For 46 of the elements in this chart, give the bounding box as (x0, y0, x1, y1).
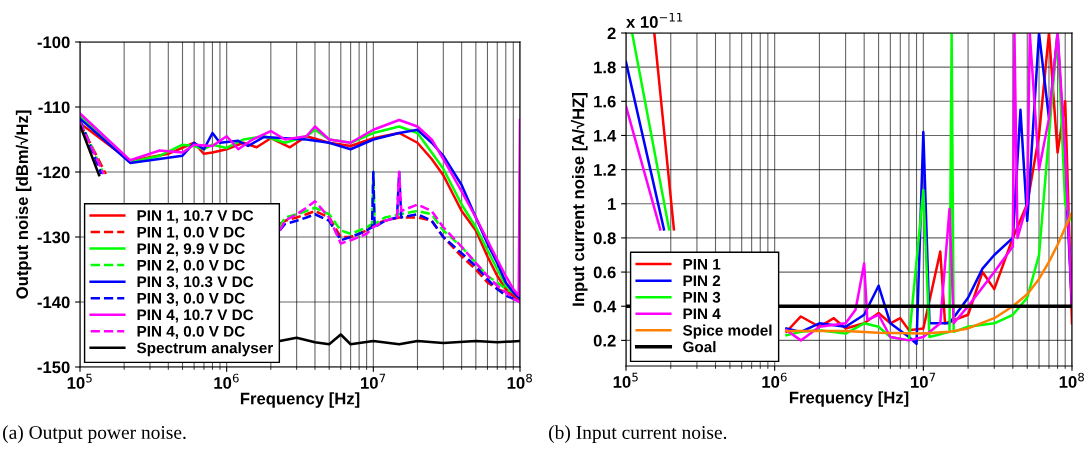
y-tick-label: -130 (37, 231, 70, 244)
y-tick-label: 1 (608, 198, 616, 210)
legend-label: PIN 2, 9.9 V DC (137, 243, 245, 257)
text: x 10$^{−11}$ (626, 12, 683, 28)
y-tick-label: -100 (37, 36, 70, 49)
y-tick-label: 1.2 (594, 164, 616, 176)
y-tick-label: 2 (607, 27, 616, 40)
legend-label: PIN 1 (683, 258, 721, 270)
y-tick-label: -140 (37, 296, 70, 309)
y-axis-title: Input current noise [A/√HZ] (570, 93, 588, 306)
legend-label: PIN 4, 10.7 V DC (137, 309, 254, 323)
x-tick-label: 10$^{7}$ (911, 372, 936, 388)
text: (a) Output power noise. (3, 425, 186, 443)
y-tick-label: 1.4 (594, 130, 617, 142)
legend-label: PIN 2 (683, 275, 721, 286)
legend-label: PIN 2, 0.0 V DC (137, 259, 245, 273)
x-tick-label: 10$^{8}$ (507, 373, 532, 389)
legend-label: PIN 1, 10.7 V DC (137, 210, 254, 224)
y-tick-label: 1.8 (594, 61, 616, 74)
x-tick-label: 10$^{6}$ (762, 372, 787, 388)
y-tick-label: 0.8 (593, 232, 616, 245)
x-tick-label: 10$^{7}$ (361, 373, 386, 389)
text: (b) Input current noise. (549, 425, 727, 443)
y-tick-label: 0.2 (593, 334, 616, 347)
x-tick-label: 10$^{5}$ (67, 373, 92, 389)
x-tick-label: 10$^{5}$ (613, 372, 638, 388)
legend-label: Goal (683, 341, 716, 353)
y-tick-label: 0.6 (593, 266, 616, 279)
legend-label: Spice model (682, 324, 772, 339)
x-axis-title: Frequency [Hz] (240, 392, 360, 408)
y-tick-label: -120 (37, 166, 70, 179)
legend-label: PIN 3, 10.3 V DC (137, 276, 254, 290)
legend-label: Spectrum analyser (136, 342, 274, 357)
legend-label: PIN 1, 0.0 V DC (137, 226, 245, 240)
x-tick-label: 10$^{6}$ (214, 373, 239, 389)
x-tick-label: 10$^{8}$ (1059, 372, 1084, 388)
y-axis-title: Output noise [dBm/√Hz] (14, 110, 32, 299)
x-axis-title: Frequency [Hz] (789, 391, 909, 407)
legend-label: PIN 4, 0.0 V DC (137, 325, 245, 339)
y-tick-label: -150 (37, 361, 70, 374)
y-tick-label: 1.6 (594, 95, 616, 108)
y-tick-label: -110 (38, 101, 70, 114)
legend-label: PIN 3, 0.0 V DC (137, 292, 245, 306)
y-tick-label: 0.4 (593, 300, 617, 313)
legend-label: PIN 4 (683, 308, 721, 320)
legend-label: PIN 3 (683, 291, 721, 303)
